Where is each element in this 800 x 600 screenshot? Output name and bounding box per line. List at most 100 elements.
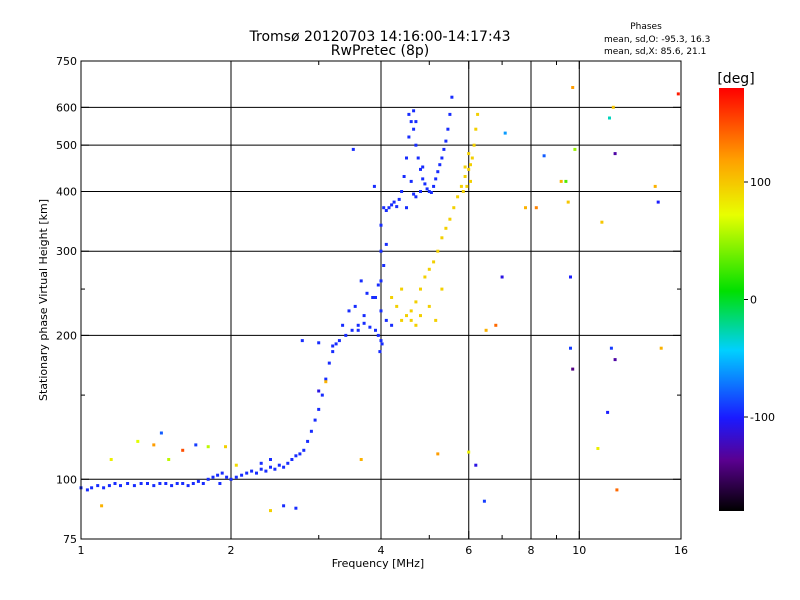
data-point bbox=[302, 448, 306, 452]
data-point bbox=[269, 465, 272, 469]
data-point bbox=[282, 465, 286, 469]
data-point bbox=[225, 475, 229, 479]
data-point bbox=[414, 323, 418, 327]
colorbar-tick-label: -100 bbox=[750, 411, 775, 424]
data-point bbox=[564, 179, 568, 183]
data-point bbox=[390, 203, 394, 207]
phases-heading: Phases bbox=[630, 22, 662, 32]
data-point bbox=[459, 184, 463, 188]
data-point bbox=[461, 190, 465, 193]
colorbar-tick-label: 0 bbox=[750, 294, 757, 307]
data-point bbox=[425, 187, 429, 191]
data-point bbox=[467, 167, 471, 171]
data-point bbox=[126, 482, 130, 485]
data-point bbox=[615, 488, 619, 492]
data-point bbox=[331, 350, 335, 354]
data-point bbox=[362, 321, 366, 325]
data-point bbox=[414, 300, 418, 304]
data-point bbox=[463, 175, 467, 178]
y-axis-label: Stationary phase Virtual Height [km] bbox=[37, 199, 50, 401]
data-point bbox=[571, 367, 575, 371]
data-point bbox=[566, 200, 570, 204]
x-axis-label: Frequency [MHz] bbox=[332, 557, 424, 570]
data-point bbox=[448, 112, 452, 116]
data-point bbox=[317, 341, 321, 345]
data-point bbox=[384, 242, 388, 246]
data-point bbox=[255, 471, 258, 475]
data-point bbox=[573, 147, 577, 151]
data-point bbox=[606, 410, 610, 414]
data-point bbox=[186, 484, 190, 488]
data-point bbox=[463, 165, 467, 169]
data-point bbox=[170, 484, 174, 488]
y-tick-label: 600 bbox=[56, 101, 77, 114]
data-point bbox=[400, 190, 404, 193]
data-point bbox=[419, 287, 422, 291]
data-point bbox=[474, 463, 478, 467]
data-point bbox=[440, 287, 444, 291]
data-point bbox=[331, 344, 335, 348]
data-point bbox=[608, 116, 611, 120]
data-point bbox=[269, 509, 272, 513]
data-point bbox=[436, 452, 440, 456]
data-point bbox=[109, 458, 113, 461]
data-point bbox=[347, 309, 351, 313]
data-point bbox=[559, 179, 563, 183]
data-point bbox=[419, 190, 422, 193]
data-point bbox=[412, 109, 416, 113]
data-point bbox=[384, 318, 388, 322]
data-point bbox=[259, 461, 263, 465]
data-point bbox=[400, 287, 404, 291]
x-tick-label: 10 bbox=[572, 544, 586, 557]
data-point bbox=[653, 184, 657, 188]
data-point bbox=[277, 463, 281, 467]
data-point bbox=[90, 486, 94, 490]
data-point bbox=[378, 350, 382, 354]
y-tick-label: 500 bbox=[56, 139, 77, 152]
x-tick-label: 8 bbox=[528, 544, 535, 557]
y-tick-label: 100 bbox=[56, 473, 77, 486]
data-point bbox=[85, 488, 89, 492]
y-tick-label: 300 bbox=[56, 245, 77, 258]
data-point bbox=[224, 445, 227, 449]
data-point bbox=[571, 86, 575, 89]
data-point bbox=[139, 482, 143, 485]
data-point bbox=[444, 226, 448, 230]
data-point bbox=[423, 182, 427, 186]
data-point bbox=[107, 484, 111, 488]
data-point bbox=[290, 458, 294, 461]
x-tick-label: 6 bbox=[465, 544, 472, 557]
x-tick-label: 2 bbox=[228, 544, 235, 557]
data-point bbox=[402, 175, 406, 178]
colorbar-tick-label: 100 bbox=[750, 176, 771, 189]
data-point bbox=[400, 318, 404, 322]
data-point bbox=[100, 504, 104, 508]
data-point bbox=[327, 361, 331, 365]
data-point bbox=[298, 452, 302, 456]
data-point bbox=[102, 486, 106, 490]
data-point bbox=[469, 179, 472, 183]
data-point bbox=[596, 447, 600, 450]
data-point bbox=[429, 191, 433, 194]
data-point bbox=[467, 152, 471, 156]
data-point bbox=[113, 482, 117, 485]
data-point bbox=[465, 184, 469, 188]
data-point bbox=[405, 156, 408, 160]
data-point bbox=[440, 156, 444, 160]
data-point bbox=[382, 206, 386, 210]
data-point bbox=[444, 139, 448, 143]
x-tick-label: 1 bbox=[78, 544, 85, 557]
colorbar-ticks: 100 0 -100 bbox=[744, 176, 775, 424]
colorbar bbox=[719, 88, 744, 511]
data-point bbox=[240, 473, 244, 477]
data-point bbox=[656, 200, 660, 204]
data-point bbox=[407, 112, 411, 116]
data-point bbox=[405, 206, 408, 210]
data-point bbox=[409, 309, 413, 313]
data-point bbox=[484, 328, 488, 332]
data-point bbox=[317, 389, 321, 393]
data-point bbox=[152, 484, 156, 488]
data-point bbox=[421, 177, 425, 181]
data-point bbox=[427, 267, 431, 271]
